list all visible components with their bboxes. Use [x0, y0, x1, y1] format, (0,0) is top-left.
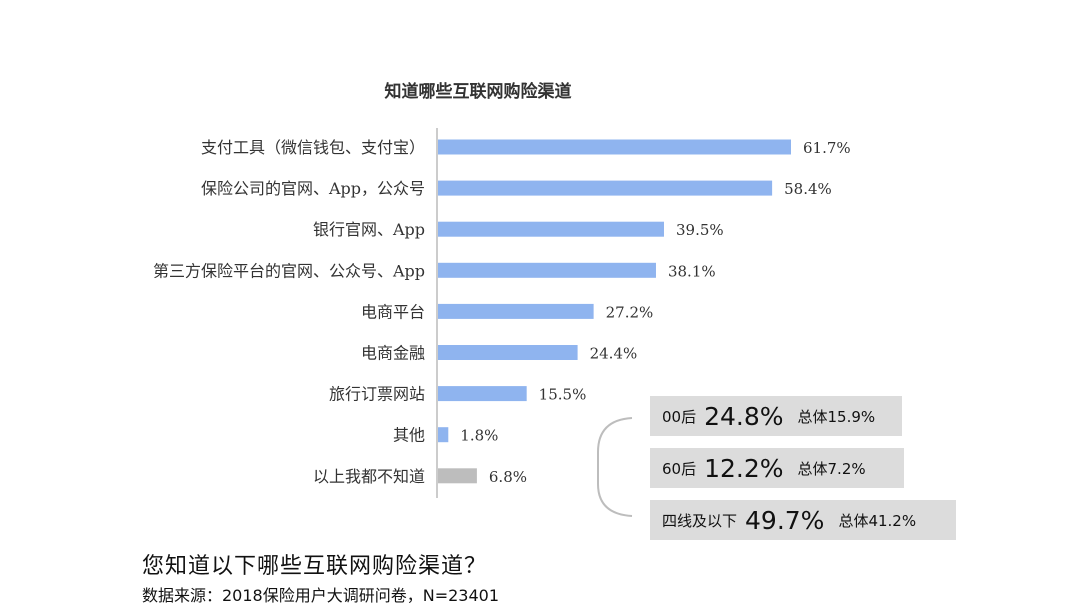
category-label: 电商金融 — [361, 344, 425, 363]
value-label: 24.4% — [590, 345, 638, 363]
callout-tier4: 四线及以下 49.7% 总体41.2% — [650, 500, 956, 540]
value-label: 6.8% — [489, 468, 527, 486]
survey-question: 您知道以下哪些互联网购险渠道？ — [142, 554, 488, 579]
bar — [438, 303, 594, 319]
callout-60: 60后 12.2% 总体7.2% — [650, 448, 904, 488]
value-label: 58.4% — [784, 180, 832, 198]
bar — [438, 345, 578, 360]
callout-group: 00后 — [662, 407, 697, 426]
callout-group: 四线及以下 — [662, 511, 738, 530]
callout-total: 总体7.2% — [797, 459, 866, 478]
bar — [438, 262, 656, 278]
value-label: 61.7% — [803, 139, 851, 157]
data-source: 数据来源：2018保险用户大调研问卷，N=23401 — [142, 586, 499, 605]
category-label: 第三方保险平台的官网、公众号、App — [153, 261, 425, 280]
value-label: 38.1% — [668, 262, 716, 280]
callout-bracket — [597, 417, 633, 517]
bar — [438, 468, 477, 484]
category-label: 银行官网、App — [313, 220, 425, 239]
category-label: 电商平台 — [361, 302, 425, 321]
callout-total: 总体41.2% — [838, 511, 917, 530]
category-label: 支付工具（微信钱包、支付宝） — [201, 138, 425, 157]
chart-title: 知道哪些互联网购险渠道 — [384, 82, 572, 102]
callout-group: 60后 — [662, 459, 697, 478]
callout-percent: 49.7% — [745, 505, 825, 535]
category-label: 以上我都不知道 — [313, 467, 425, 486]
callout-percent: 24.8% — [704, 401, 784, 431]
callout-total: 总体15.9% — [797, 407, 876, 426]
category-label: 旅行订票网站 — [329, 385, 425, 404]
category-label: 保险公司的官网、App，公众号 — [201, 179, 425, 198]
bar — [438, 427, 449, 443]
value-label: 1.8% — [460, 427, 498, 445]
bar — [438, 139, 791, 155]
category-label: 其他 — [393, 426, 425, 445]
bar — [438, 180, 773, 196]
callout-percent: 12.2% — [704, 453, 784, 483]
value-label: 39.5% — [676, 221, 724, 239]
bar — [438, 221, 664, 237]
callout-00: 00后 24.8% 总体15.9% — [650, 396, 902, 436]
bar — [438, 386, 527, 402]
value-label: 15.5% — [539, 386, 587, 404]
value-label: 27.2% — [606, 303, 654, 321]
